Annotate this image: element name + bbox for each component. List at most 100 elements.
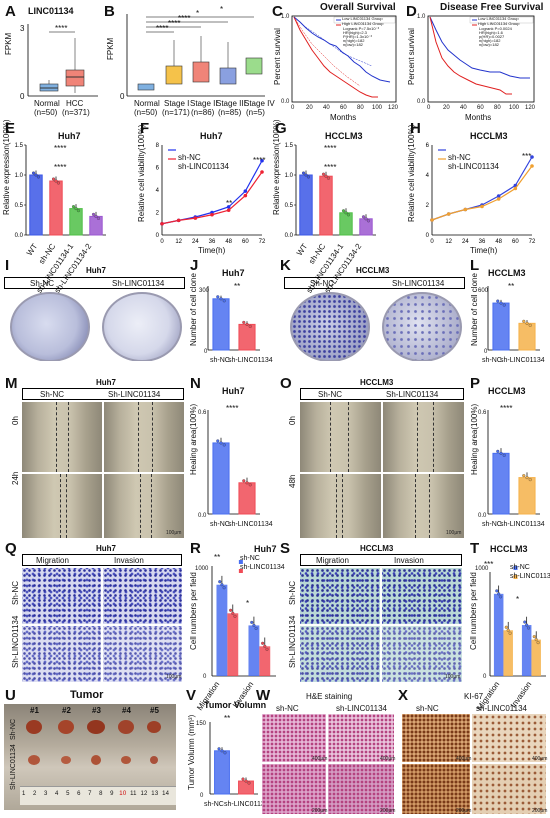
panel-p-cat: sh-NC xyxy=(482,521,502,528)
panel-s-header xyxy=(300,554,462,566)
petri-dish xyxy=(10,292,90,361)
y-tick-label: 1.0 xyxy=(285,173,294,179)
panel-letter-t: T xyxy=(470,540,480,557)
y-tick-label: 0 xyxy=(156,233,160,239)
transwell-image xyxy=(22,626,101,682)
panel-e-sig: **** xyxy=(54,163,67,172)
data-point xyxy=(243,193,248,198)
panel-d-stat: n(low)=182 xyxy=(479,42,499,47)
y-tick-label: 1.5 xyxy=(285,143,294,149)
panel-c-ytick: 0.0 xyxy=(281,99,290,105)
data-point xyxy=(242,479,246,483)
panel-w-label: sh-LINC01134 xyxy=(336,704,387,713)
scratch-image xyxy=(383,402,464,472)
panel-j-cat: sh-NC xyxy=(210,357,230,364)
panel-d-ytick: 1.0 xyxy=(417,14,426,20)
data-point xyxy=(229,608,233,612)
petri-dish xyxy=(102,292,182,361)
data-point xyxy=(76,209,81,213)
data-point xyxy=(244,779,248,783)
panel-s-label: Migration xyxy=(316,556,349,565)
panel-letter-c: C xyxy=(272,3,283,20)
panel-n-ytick: 0.0 xyxy=(198,513,207,519)
panel-q-title: Huh7 xyxy=(96,544,116,553)
tumor-id: #5 xyxy=(150,706,159,715)
scale-label: 400μm xyxy=(532,756,548,762)
scale-label: 400μm xyxy=(380,756,396,762)
data-point xyxy=(525,623,529,627)
panel-c-legend: High LINC01134 Group xyxy=(342,21,384,26)
data-point xyxy=(508,631,512,635)
data-point xyxy=(216,295,220,299)
panel-c-title: Overall Survival xyxy=(320,2,396,13)
panel-c-stat: n(low)=182 xyxy=(343,42,363,47)
x-tick-label: 0 xyxy=(160,239,164,245)
data-point xyxy=(513,186,518,191)
panel-d-legend: Low LINC01134 Group xyxy=(478,16,519,21)
data-point xyxy=(242,320,246,324)
data-point xyxy=(324,174,328,178)
panel-r-legend: sh-LINC01134 xyxy=(240,564,285,571)
panel-letter-x: X xyxy=(398,687,409,704)
x-tick-label: 0 xyxy=(430,239,434,245)
panel-a-title: LINC01134 xyxy=(28,6,74,16)
data-point xyxy=(366,219,371,223)
panel-e-bar-chart: 0.0 0.5 1.0 1.5 xyxy=(15,143,106,239)
panel-c-stat: n(high)=182 xyxy=(343,38,365,43)
panel-x-label: sh-NC xyxy=(416,704,439,713)
x-tick-label: 60 xyxy=(242,239,249,245)
data-point xyxy=(160,221,164,226)
panel-letter-f: F xyxy=(140,120,150,137)
panel-h-legend: sh-LINC01134 xyxy=(448,162,499,171)
panel-s-scale: 100μm xyxy=(445,674,461,680)
data-point xyxy=(525,321,529,325)
panel-h-xlabel: Time(h) xyxy=(470,246,498,255)
y-tick-label: 6 xyxy=(156,166,160,172)
data-point xyxy=(496,197,501,201)
tumor-id: #1 xyxy=(30,706,39,715)
panel-i-label: Sh-LINC01134 xyxy=(112,279,165,288)
scratch-image xyxy=(383,474,464,538)
panel-t-ytick: 0 xyxy=(483,674,487,680)
panel-c-xtick: 100 xyxy=(372,105,383,111)
data-point xyxy=(346,213,351,217)
panel-j-bar-chart xyxy=(207,286,260,351)
panel-o-header xyxy=(300,388,464,400)
transwell-image xyxy=(103,568,182,624)
panel-p-ytick: 0.6 xyxy=(478,410,487,416)
x-tick-label: 12 xyxy=(445,239,452,245)
panel-a-ytick: 3 xyxy=(20,24,25,33)
data-point xyxy=(304,173,308,177)
panel-h-title: HCCLM3 xyxy=(470,131,508,141)
panel-n-title: Huh7 xyxy=(222,386,245,396)
panel-i-colony-image: Huh7 Sh-NC Sh-LINC01134 xyxy=(4,265,185,361)
panel-d-xlabel: Months xyxy=(465,113,492,122)
panel-letter-s: S xyxy=(280,540,291,557)
panel-letter-n: N xyxy=(190,375,201,392)
scale-label: 400μm xyxy=(312,756,328,762)
panel-l-cat: sh-LINC01134 xyxy=(500,357,545,364)
panel-g-bar-chart: 0.0 0.5 1.0 1.5 xyxy=(285,143,376,239)
data-point xyxy=(480,204,484,209)
panel-b-group: Normal xyxy=(134,99,160,108)
data-point xyxy=(233,614,237,618)
panel-q-label: Invasion xyxy=(114,556,144,565)
petri-dish xyxy=(290,292,370,361)
data-point xyxy=(260,170,264,174)
panel-t-legend: sh-LINC01134 xyxy=(510,573,550,580)
ruler xyxy=(20,786,176,805)
data-point xyxy=(176,218,181,223)
data-point xyxy=(263,644,267,648)
panel-w-label: sh-NC xyxy=(276,704,299,713)
scale-label: 200μm xyxy=(380,808,396,814)
data-point xyxy=(536,641,540,645)
x-tick-label: 60 xyxy=(512,239,519,245)
panel-c-km-plot xyxy=(291,15,397,103)
panel-letter-o: O xyxy=(280,375,292,392)
data-point xyxy=(217,747,221,751)
y-tick-label: 1.5 xyxy=(15,143,24,149)
transwell-image xyxy=(103,626,182,682)
panel-g-sig: **** xyxy=(324,163,337,172)
panel-o-label: Sh-NC xyxy=(318,390,343,399)
panel-c-xtick: 20 xyxy=(306,105,313,111)
